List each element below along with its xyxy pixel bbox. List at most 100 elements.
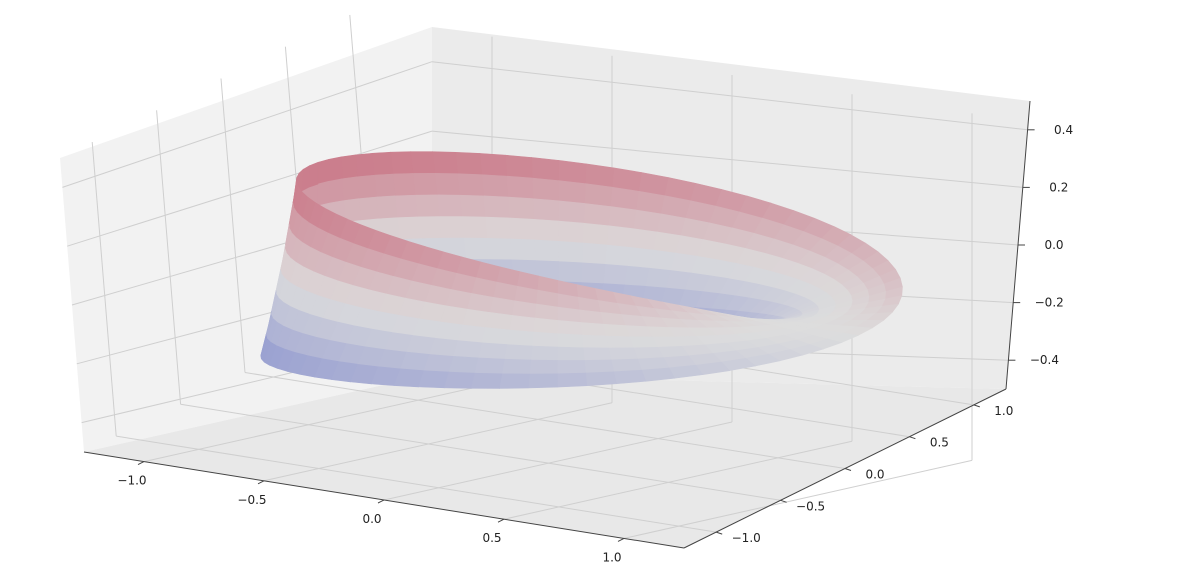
grid-y-floor-1: [180, 403, 781, 501]
y-tick-2: [844, 468, 852, 471]
surface-facet: [358, 196, 379, 221]
surface-facet: [558, 240, 584, 264]
tick-labels: −1.0 −0.5 0.0 0.5 1.0 −1.0 −0.5 0.0 0.5 1.0 −0.4 −0…: [117, 123, 1073, 565]
y-tick-label-2: 0.0: [865, 468, 884, 482]
surface-facet: [632, 209, 662, 233]
x-tick-3: [497, 518, 505, 523]
surface-facet: [448, 356, 479, 374]
surface-facet: [581, 242, 608, 265]
surface-facet: [610, 358, 643, 373]
surface-facet: [461, 216, 488, 239]
surface-facet: [608, 206, 637, 230]
surface-facet: [457, 173, 484, 197]
surface-facet: [584, 163, 615, 188]
x-tick-label-1: −0.5: [237, 493, 266, 507]
surface-facet: [357, 174, 377, 199]
surface-facet: [557, 360, 586, 375]
grid-z-back-3: [431, 130, 1023, 188]
surface-facet: [604, 244, 631, 267]
surface-facet: [455, 151, 482, 175]
surface-facet: [436, 194, 462, 217]
surface-facet: [482, 195, 510, 219]
y-tick-label-1: −0.5: [796, 499, 825, 513]
surface-facet: [457, 324, 487, 344]
y-tick-1: [780, 499, 787, 503]
surface-facet: [478, 342, 508, 360]
surface-facet: [428, 337, 459, 357]
z-tick-label-3: 0.2: [1049, 180, 1068, 194]
grid-z-left-3: [67, 130, 433, 247]
surface-facet: [484, 216, 511, 240]
surface-facet: [328, 178, 344, 204]
y-tick-label-3: 0.5: [930, 436, 949, 450]
surface-facet: [531, 331, 558, 348]
x-tick-1: [257, 480, 265, 485]
grid-x-floor-4: [623, 459, 973, 539]
surface-facet: [558, 180, 586, 204]
surface-facet: [627, 247, 654, 269]
surface-facet: [534, 303, 558, 321]
surface-facet: [432, 151, 458, 175]
surface-facet: [558, 220, 584, 244]
ticks: [137, 129, 1035, 542]
surface-facet: [584, 183, 613, 207]
y-tick-label-0: −1.0: [732, 531, 761, 545]
surface-facet: [511, 300, 537, 319]
surface-facet: [609, 186, 639, 211]
x-tick-0: [137, 461, 145, 466]
surface-facet: [506, 329, 534, 347]
surface-facet: [481, 174, 509, 198]
surface-facet: [607, 347, 638, 361]
surface-facet: [506, 175, 534, 200]
surface-facet: [558, 200, 585, 224]
surface-facet: [632, 346, 664, 360]
pane-floor: [84, 374, 1006, 548]
surface-facet: [414, 194, 440, 218]
surface-facet: [508, 217, 535, 241]
grid-y-wall-2: [220, 78, 246, 373]
z-tick-label-4: 0.4: [1054, 123, 1073, 137]
surface-facet: [453, 340, 483, 359]
surface-facet: [557, 306, 581, 323]
y-tick-0: [716, 531, 723, 535]
surface-facet: [459, 194, 486, 218]
y-tick-3: [909, 436, 916, 440]
surface-facet: [508, 315, 535, 333]
surface-facet: [527, 373, 558, 389]
grid-x-floor-2: [383, 421, 733, 501]
surface-facet: [498, 373, 530, 389]
surface-facet: [583, 203, 611, 227]
surface-facet: [462, 308, 490, 328]
surface-facet: [317, 180, 331, 207]
surface-facet: [423, 354, 454, 373]
z-tick-label-2: 0.0: [1044, 238, 1063, 252]
surface-facet: [579, 322, 607, 337]
surface-facet: [412, 173, 438, 196]
surface-facet: [434, 173, 460, 196]
surface-facet: [501, 358, 531, 375]
z-tick-label-1: −0.2: [1035, 296, 1064, 310]
surface-facet: [557, 372, 588, 388]
surface-facet: [396, 216, 421, 240]
surface-facet: [485, 312, 513, 331]
surface-facet: [481, 327, 510, 345]
surface-facet: [438, 216, 464, 239]
surface-facet: [606, 225, 634, 248]
surface-facet: [417, 216, 442, 239]
surface-facet: [581, 334, 609, 349]
grid-x-floor-0: [143, 383, 493, 463]
surface-facet: [578, 309, 604, 325]
surface-facet: [503, 344, 533, 361]
surface-facet: [342, 176, 360, 201]
surface-facet: [602, 323, 630, 338]
surface-facet: [532, 317, 558, 335]
grid-x-floor-3: [503, 440, 853, 520]
z-tick-label-0: −0.4: [1030, 353, 1059, 367]
surface-facet: [532, 198, 559, 222]
surface-facet: [531, 157, 559, 181]
surface-facet: [372, 151, 394, 176]
surface-facet: [533, 218, 559, 242]
surface-facet: [557, 346, 585, 361]
surface-facet: [505, 154, 533, 179]
